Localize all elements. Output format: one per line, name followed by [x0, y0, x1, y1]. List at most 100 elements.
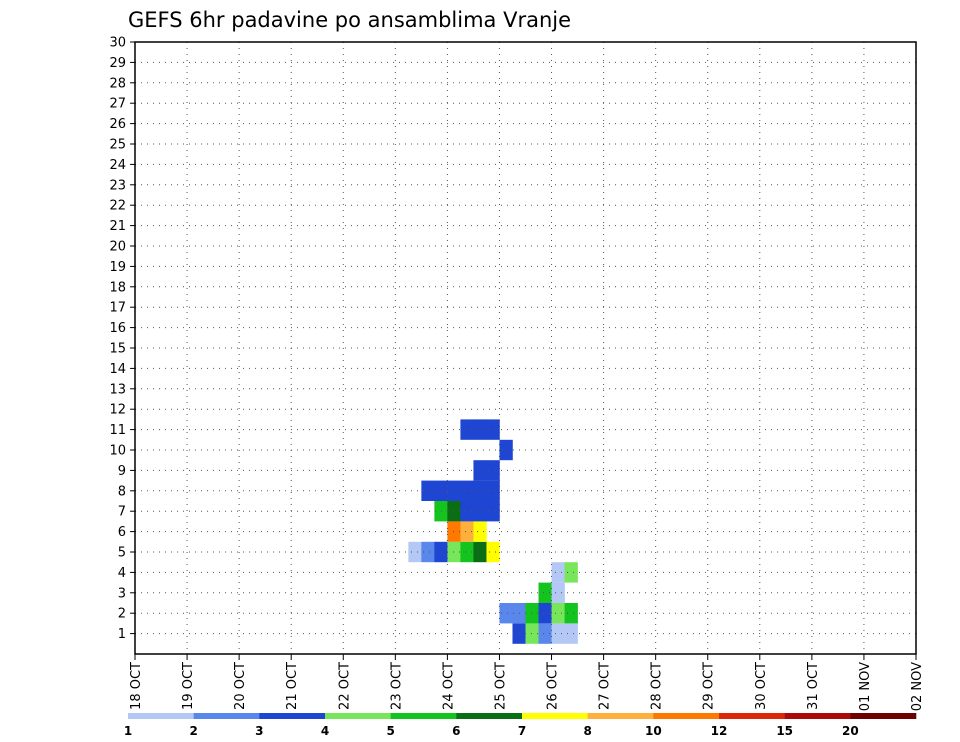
heatmap-cell-40 — [473, 419, 487, 440]
x-tick-label: 31 OCT — [806, 662, 821, 710]
x-tick-label: 19 OCT — [181, 662, 196, 710]
heatmap-cell-19 — [460, 541, 474, 563]
y-tick-label: 10 — [109, 444, 126, 459]
heatmap-cell-32 — [447, 480, 461, 501]
heatmap-cell-14 — [564, 562, 578, 583]
heatmap-cell-3 — [551, 623, 565, 644]
x-tick-label: 02 NOV — [910, 662, 925, 711]
colorbar-tick-label: 3 — [255, 724, 263, 738]
y-tick-label: 14 — [109, 362, 126, 377]
x-tick-label: 18 OCT — [129, 662, 144, 710]
colorbar-swatch — [850, 713, 917, 719]
y-tick-label: 28 — [109, 76, 126, 91]
y-tick-label: 23 — [109, 178, 126, 193]
x-tick-label: 28 OCT — [650, 662, 665, 710]
colorbar-swatch — [259, 713, 326, 719]
colorbar-swatch — [719, 713, 785, 719]
y-tick-label: 2 — [118, 607, 126, 622]
heatmap-cell-4 — [564, 623, 578, 644]
heatmap-cell-1 — [525, 623, 539, 644]
colorbar-swatch — [653, 713, 720, 719]
y-tick-label: 25 — [109, 138, 126, 153]
x-tick-label: 26 OCT — [546, 662, 561, 710]
heatmap-cell-15 — [408, 541, 422, 563]
heatmap-cell-9 — [551, 603, 565, 624]
colorbar-tick-label: 6 — [452, 724, 460, 738]
heatmap-cell-21 — [486, 541, 500, 563]
y-tick-label: 19 — [109, 260, 126, 275]
y-tick-label: 13 — [109, 382, 126, 397]
heatmap-cell-37 — [486, 460, 500, 481]
x-tick-label: 25 OCT — [493, 662, 508, 710]
heatmap-cell-30 — [421, 480, 435, 501]
colorbar-swatch — [522, 713, 588, 719]
colorbar-tick-label: 10 — [645, 724, 662, 738]
heatmap-cell-27 — [460, 501, 474, 522]
heatmap-cell-24 — [473, 521, 487, 542]
colorbar-swatch — [784, 713, 851, 719]
cells-layer — [408, 419, 578, 644]
y-tick-label: 22 — [109, 199, 126, 214]
colorbar-tick-label: 8 — [583, 724, 591, 738]
x-tick-label: 30 OCT — [754, 662, 769, 710]
heatmap-cell-35 — [486, 480, 500, 501]
heatmap-cell-39 — [460, 419, 474, 440]
x-tick-label: 24 OCT — [441, 662, 456, 710]
y-tick-label: 17 — [109, 301, 126, 316]
colorbar-swatch — [390, 713, 457, 719]
colorbar-tick-label: 7 — [518, 724, 526, 738]
colorbar-swatch — [193, 713, 260, 719]
y-tick-label: 11 — [109, 423, 126, 438]
heatmap-cell-18 — [447, 541, 461, 563]
heatmap-cell-13 — [551, 562, 565, 583]
y-tick-label: 1 — [118, 627, 126, 642]
y-tick-label: 15 — [109, 342, 126, 357]
colorbar-tick-label: 4 — [321, 724, 329, 738]
plot-frame — [134, 41, 917, 655]
heatmap-cell-7 — [525, 603, 539, 624]
heatmap-cell-23 — [460, 521, 474, 542]
colorbar-tick-label: 20 — [842, 724, 859, 738]
x-tick-label: 01 NOV — [858, 662, 873, 711]
y-tick-label: 16 — [109, 321, 126, 336]
x-tick-label: 23 OCT — [389, 662, 404, 710]
heatmap-cell-2 — [538, 623, 552, 644]
y-tick-label: 9 — [118, 464, 126, 479]
colorbar-tick-label: 15 — [776, 724, 793, 738]
colorbar-swatch — [456, 713, 523, 719]
colorbar-tick-label: 1 — [124, 724, 132, 738]
heatmap-cell-33 — [460, 480, 474, 501]
colorbar-swatch — [128, 713, 194, 719]
y-tick-label: 5 — [118, 546, 126, 561]
x-tick-label: 27 OCT — [598, 662, 613, 710]
heatmap-cell-36 — [473, 460, 487, 481]
x-tick-label: 22 OCT — [337, 662, 352, 710]
colorbar: 1 2 3 4 5 6 7 8 10 12 15 20 — [124, 713, 917, 738]
x-axis-ticks: 18 OCT 19 OCT 20 OCT 21 OCT 22 OCT 23 OCT 24 O… — [129, 654, 925, 711]
heatmap-cell-12 — [551, 582, 565, 603]
y-tick-label: 30 — [109, 36, 126, 51]
y-tick-label: 26 — [109, 117, 126, 132]
colorbar-tick-label: 12 — [711, 724, 728, 738]
y-tick-label: 29 — [109, 56, 126, 71]
heatmap-cell-22 — [447, 521, 461, 542]
y-axis-ticks: 1234567891011121314151617181920212223242… — [109, 36, 135, 642]
heatmap-cell-5 — [499, 603, 513, 624]
heatmap-cell-10 — [564, 603, 578, 624]
heatmap-cell-16 — [421, 541, 435, 563]
gridlines — [135, 41, 917, 654]
y-tick-label: 12 — [109, 403, 126, 418]
heatmap-cell-28 — [473, 501, 487, 522]
heatmap-cell-8 — [538, 603, 552, 624]
heatmap-cell-38 — [499, 439, 513, 461]
heatmap-cell-29 — [486, 501, 500, 522]
colorbar-swatch — [587, 713, 654, 719]
y-tick-label: 7 — [118, 505, 126, 520]
y-tick-label: 8 — [118, 484, 126, 499]
x-tick-label: 20 OCT — [233, 662, 248, 710]
heatmap-cell-11 — [538, 582, 552, 603]
y-tick-label: 6 — [118, 525, 126, 540]
y-tick-label: 27 — [109, 97, 126, 112]
y-tick-label: 18 — [109, 280, 126, 295]
